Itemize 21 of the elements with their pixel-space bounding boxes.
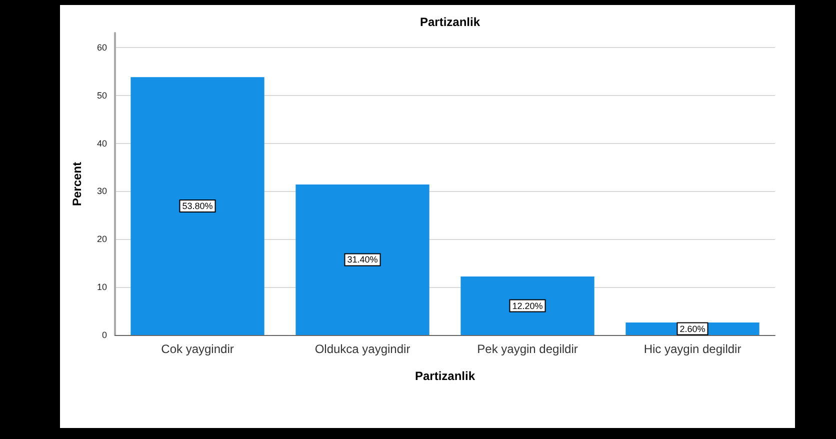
x-tick-label: Oldukca yaygindir — [314, 342, 410, 356]
y-tick-label: 20 — [96, 234, 107, 244]
data-label: 31.40% — [347, 254, 378, 265]
data-label: 12.20% — [512, 300, 543, 311]
data-label: 53.80% — [182, 201, 213, 212]
y-tick-label: 0 — [102, 330, 107, 340]
y-tick-label: 30 — [96, 186, 107, 196]
y-axis-title: Percent — [70, 162, 84, 206]
bar — [296, 184, 430, 335]
bar — [130, 77, 264, 335]
y-tick-label: 50 — [96, 90, 107, 100]
bar — [460, 276, 594, 335]
x-tick-label: Cok yaygindir — [161, 342, 234, 356]
data-label: 2.60% — [680, 324, 706, 334]
y-tick-label: 10 — [96, 282, 107, 292]
x-tick-label: Hic yaygin degildir — [644, 342, 742, 356]
x-axis-title: Partizanlik — [414, 369, 476, 383]
x-tick-label: Pek yaygin degildir — [477, 342, 578, 356]
y-tick-label: 60 — [96, 42, 107, 52]
y-tick-label: 40 — [96, 138, 107, 148]
chart-title: Partizanlik — [420, 15, 480, 29]
